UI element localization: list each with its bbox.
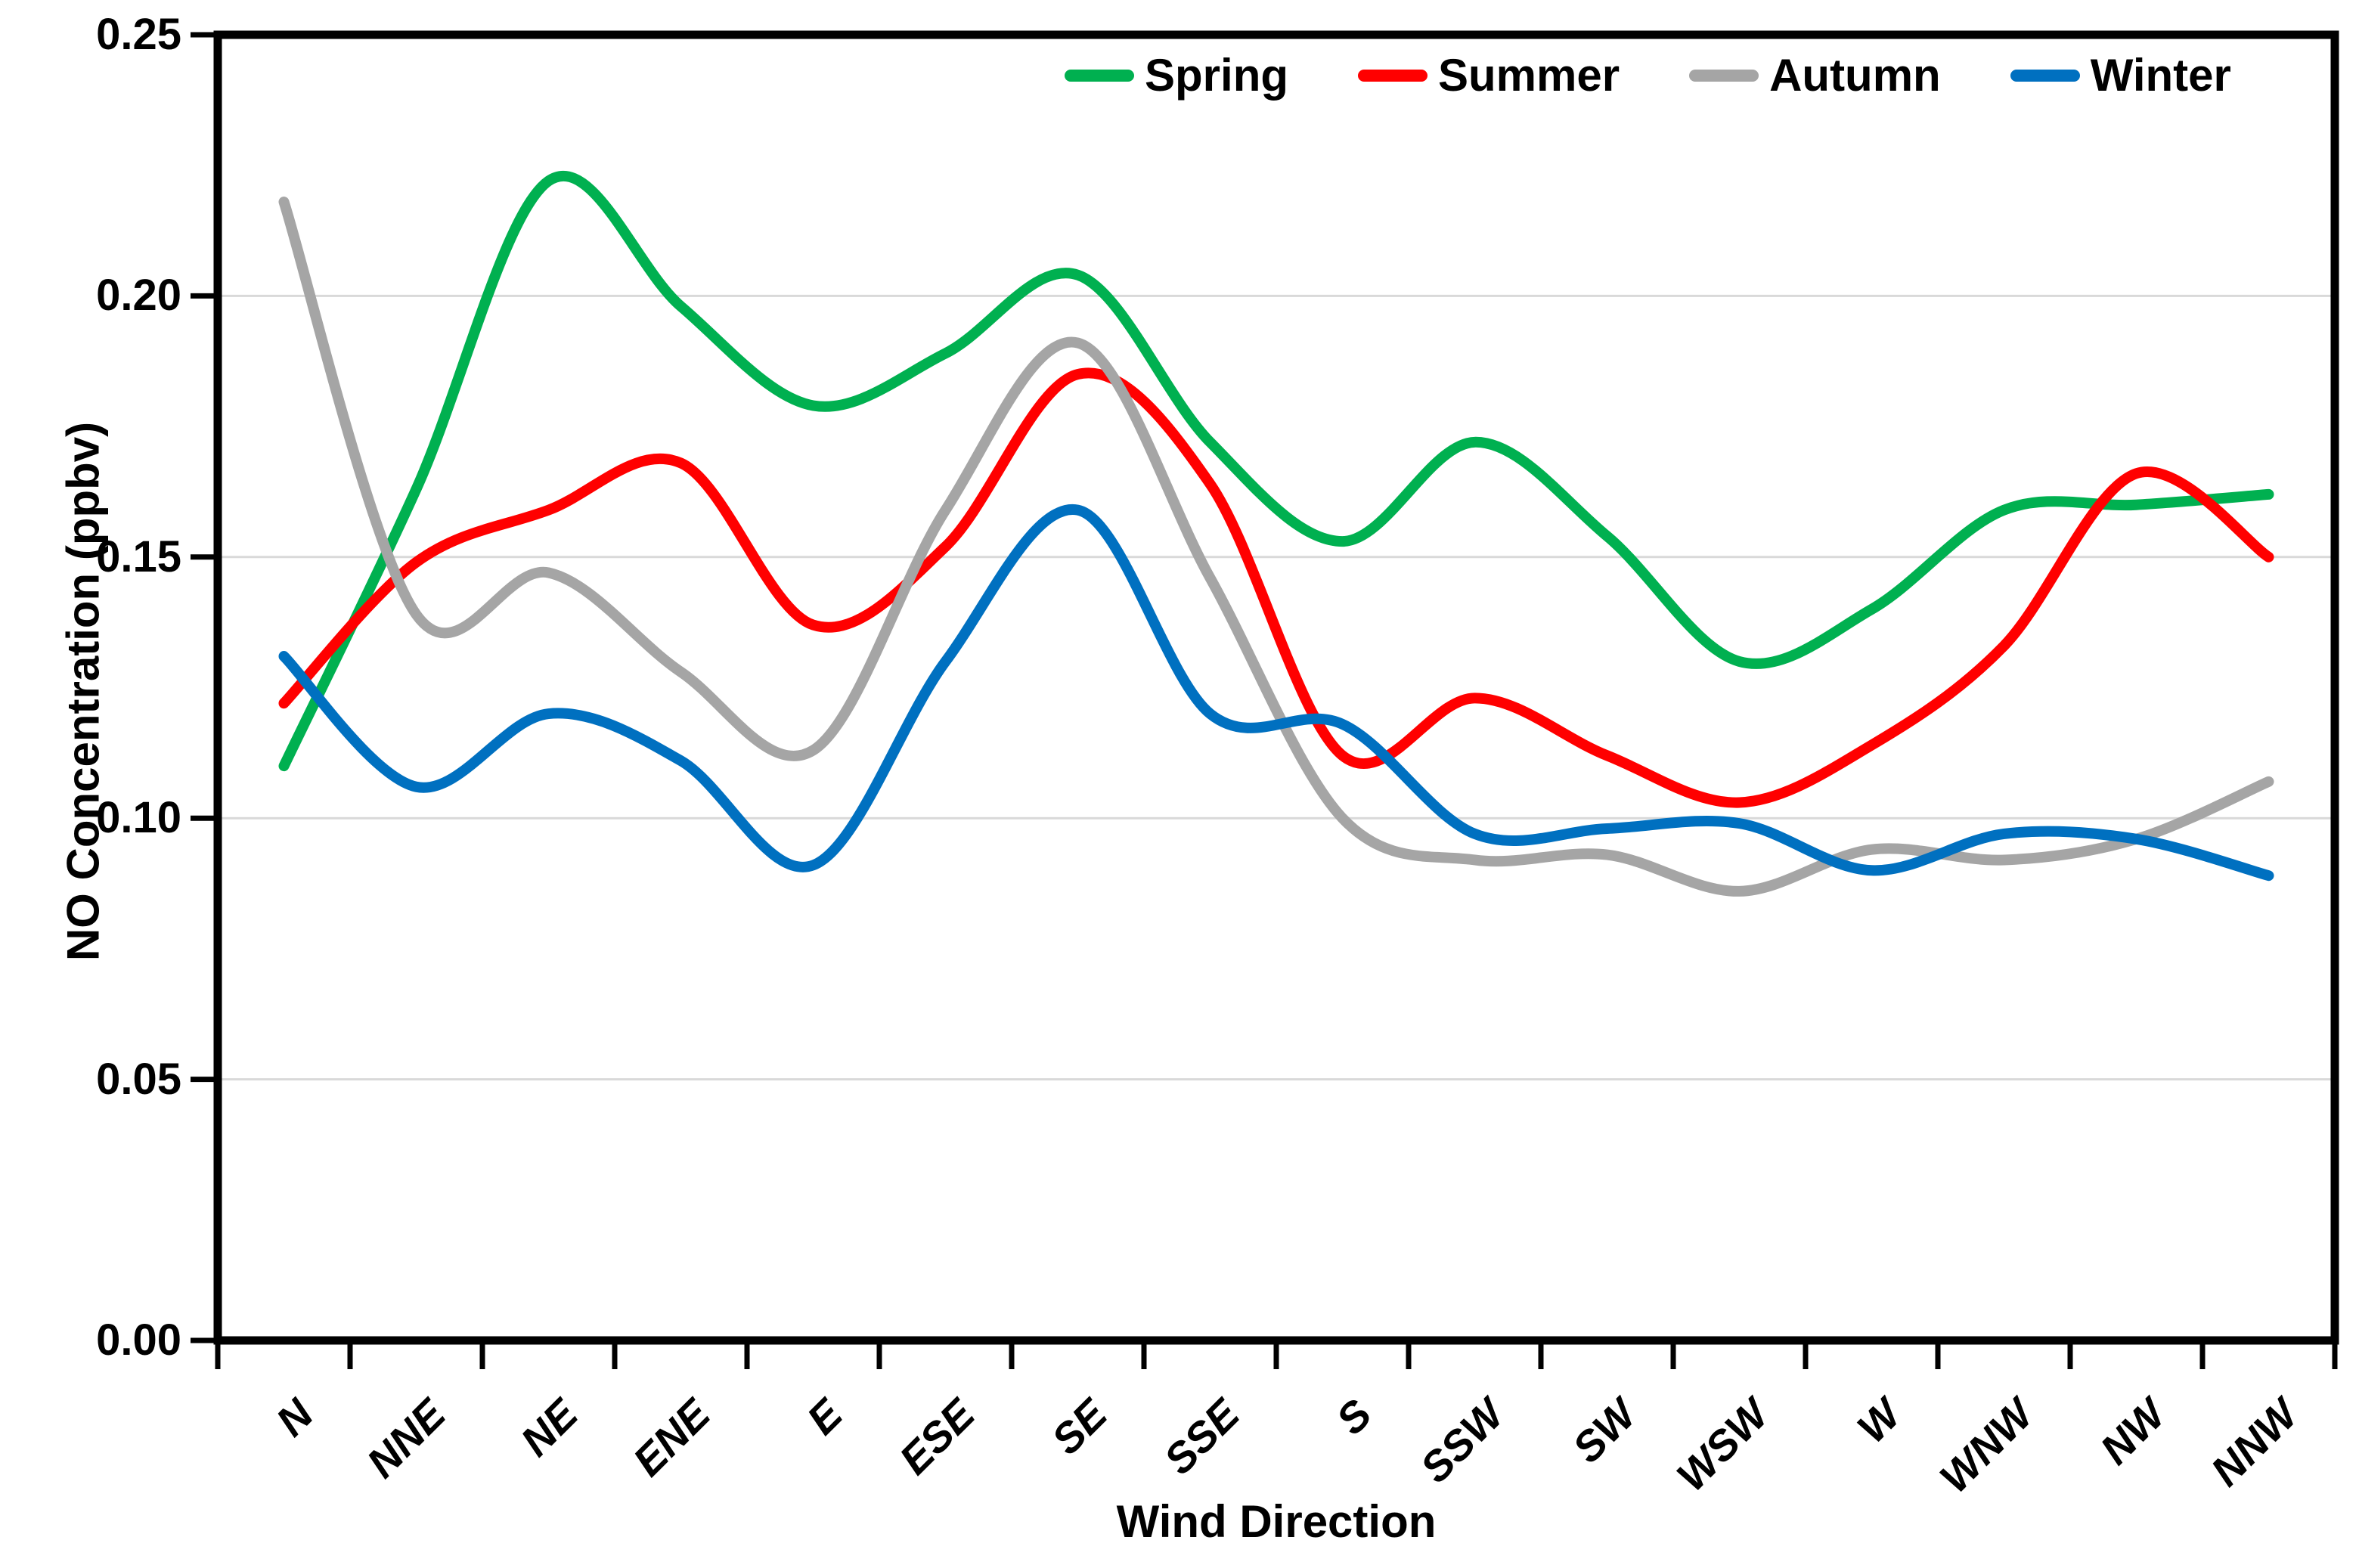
legend-swatch-spring bbox=[1065, 70, 1134, 82]
series-line-spring bbox=[278, 170, 2274, 772]
legend-item-summer: Summer bbox=[1358, 53, 1620, 98]
legend-swatch-summer bbox=[1358, 70, 1427, 82]
legend-label: Summer bbox=[1438, 50, 1620, 101]
legend-item-winter: Winter bbox=[2010, 53, 2231, 98]
y-tick-label: 0.10 bbox=[96, 793, 181, 843]
y-axis-title: NO Concentration (ppbv) bbox=[57, 421, 109, 962]
y-tick-label: 0.15 bbox=[96, 531, 181, 581]
y-tick-label: 0.20 bbox=[96, 271, 181, 321]
x-axis-title: Wind Direction bbox=[1116, 1496, 1437, 1547]
series-line-autumn bbox=[278, 197, 2274, 897]
series-line-winter bbox=[278, 504, 2274, 882]
legend-item-spring: Spring bbox=[1065, 53, 1288, 98]
y-tick-label: 0.00 bbox=[96, 1315, 181, 1365]
legend-swatch-winter bbox=[2010, 70, 2080, 82]
legend-item-autumn: Autumn bbox=[1689, 53, 1941, 98]
y-tick-label: 0.05 bbox=[96, 1054, 181, 1104]
legend-label: Spring bbox=[1145, 50, 1288, 101]
legend: Spring Summer Autumn Winter bbox=[1065, 53, 2231, 98]
legend-swatch-autumn bbox=[1689, 70, 1759, 82]
legend-label: Winter bbox=[2090, 50, 2231, 101]
series-line-summer bbox=[278, 367, 2274, 808]
legend-label: Autumn bbox=[1769, 50, 1941, 101]
y-tick-label: 0.25 bbox=[96, 10, 181, 59]
plot-border bbox=[213, 30, 2339, 1345]
